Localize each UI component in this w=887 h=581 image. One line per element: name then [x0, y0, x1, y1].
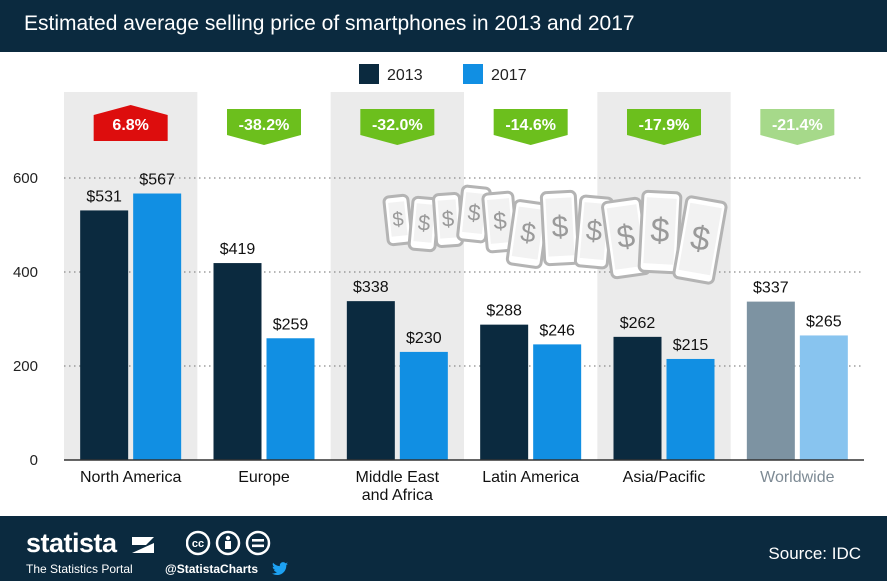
header-bar: Estimated average selling price of smart… — [0, 0, 887, 52]
category-label: Europe — [238, 469, 290, 486]
svg-text:$: $ — [466, 199, 482, 226]
phone-icon: $ — [672, 195, 728, 285]
bar-value-label: $262 — [620, 315, 656, 332]
phone-icon: $ — [505, 199, 551, 269]
bar-value-label: $230 — [406, 330, 442, 347]
bar — [80, 210, 129, 460]
phone-icon: $ — [481, 190, 519, 254]
change-badge — [360, 109, 435, 145]
bar-value-label: $531 — [86, 188, 122, 205]
legend-label: 2017 — [491, 67, 527, 84]
legend-swatch — [463, 64, 483, 84]
bar — [213, 263, 262, 460]
change-badge-label: -32.0% — [372, 117, 423, 134]
svg-text:$: $ — [551, 210, 570, 244]
change-badge-label: -38.2% — [239, 117, 290, 134]
change-badge — [227, 109, 301, 145]
category-label: North America — [80, 469, 181, 486]
legend-label: 2013 — [387, 67, 423, 84]
statista-tagline: The Statistics Portal — [26, 562, 133, 576]
bar-value-label: $338 — [353, 279, 389, 296]
bar — [613, 336, 662, 460]
change-badge — [760, 109, 835, 145]
svg-text:cc: cc — [192, 538, 204, 550]
svg-text:$: $ — [417, 210, 431, 236]
y-tick-label: 200 — [13, 358, 38, 375]
bar-value-label: $288 — [486, 303, 522, 320]
svg-text:$: $ — [492, 207, 508, 235]
source-note: Source: IDC — [768, 544, 861, 563]
change-badge-label: -17.9% — [639, 117, 690, 134]
twitter-handle[interactable]: @StatistaCharts — [165, 562, 259, 576]
bar — [399, 351, 448, 460]
bar-value-label: $265 — [806, 313, 842, 330]
category-label: Middle East and Africa — [356, 469, 440, 504]
svg-text:$: $ — [441, 206, 455, 232]
bar — [799, 335, 848, 460]
change-badge-label: 6.8% — [112, 117, 148, 134]
change-badge-label: -14.6% — [505, 117, 556, 134]
legend-swatch — [359, 64, 379, 84]
y-tick-label: 0 — [30, 452, 38, 469]
change-badge-label: -21.4% — [772, 117, 823, 134]
y-tick-label: 400 — [13, 264, 38, 281]
statista-logo-icon — [132, 537, 154, 553]
bar — [133, 193, 182, 460]
phone-icon: $ — [601, 196, 651, 280]
phone-icon: $ — [407, 195, 441, 253]
phone-icon: $ — [382, 193, 414, 247]
phone-icon: $ — [432, 191, 464, 249]
change-badge — [627, 109, 701, 145]
phone-icon: $ — [637, 189, 683, 275]
change-badge — [493, 109, 568, 145]
svg-text:$: $ — [519, 217, 538, 249]
bar-value-label: $259 — [273, 316, 309, 333]
twitter-bird-icon[interactable] — [272, 562, 288, 576]
smartphones-illustration: $ $ $ $ $ $ $ $ $ $ $ — [382, 184, 728, 285]
category-label: Asia/Pacific — [623, 469, 706, 486]
svg-text:$: $ — [614, 217, 637, 255]
bar-value-label: $567 — [139, 172, 175, 189]
bar — [346, 301, 395, 460]
bar — [666, 358, 715, 460]
statista-logo-text[interactable]: statista — [26, 528, 117, 558]
bar — [480, 324, 529, 460]
y-tick-label: 600 — [13, 170, 38, 187]
phone-icon: $ — [539, 189, 581, 267]
bar — [266, 338, 315, 460]
category-label: Worldwide — [760, 469, 835, 486]
bar — [746, 301, 795, 460]
bar-value-label: $246 — [539, 322, 575, 339]
svg-text:$: $ — [585, 215, 604, 248]
svg-text:$: $ — [391, 208, 404, 231]
bar — [533, 344, 582, 460]
bar-value-label: $215 — [673, 337, 709, 354]
phone-icon: $ — [573, 194, 615, 270]
category-label: Latin America — [482, 469, 579, 486]
bar-value-label: $419 — [220, 241, 256, 258]
change-badge — [93, 105, 168, 141]
svg-text:$: $ — [650, 211, 671, 250]
footer-bar: statista cc The Statistics Portal @Stati… — [0, 516, 887, 581]
bar-value-label: $337 — [753, 280, 789, 297]
chart-title: Estimated average selling price of smart… — [24, 12, 635, 35]
creative-commons-icon: cc — [186, 530, 271, 556]
